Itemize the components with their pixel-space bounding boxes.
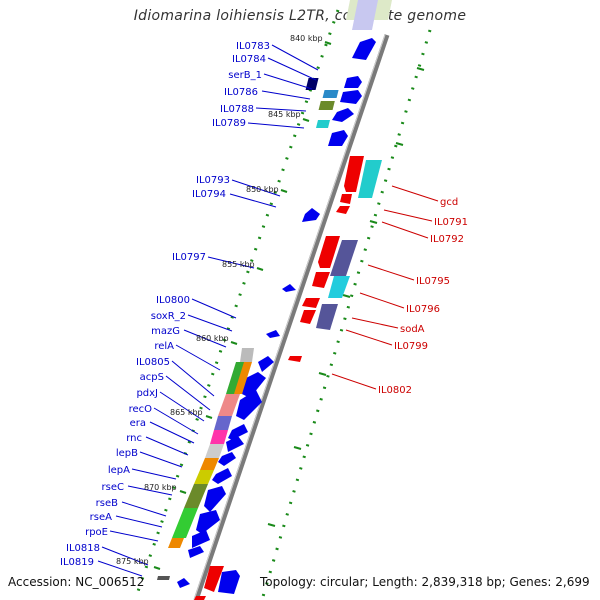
gene-label: rseA [90,512,112,523]
gene-label: mazG [151,326,180,337]
gene-label: IL0795 [416,276,450,287]
gene-label: IL0818 [66,543,100,554]
forward-genes [177,38,376,594]
gene-label: IL0794 [192,189,226,200]
gene-label: acpS [140,372,164,383]
gene-label: recO [129,404,153,415]
gene-serB [305,78,319,90]
kbp-label-865: 865 kbp [170,408,203,417]
gene-label: soxR_2 [151,311,186,322]
kbp-label-855: 855 kbp [222,260,255,269]
gene-label: IL0793 [196,175,230,186]
kbp-label-870: 870 kbp [144,483,177,492]
gene-label: rnc [126,433,142,444]
kbp-label-860: 860 kbp [196,334,229,343]
gene-label: IL0792 [430,234,464,245]
gene-label: lepA [108,465,130,476]
gene-label: sodA [400,324,425,335]
kbp-label-840: 840 kbp [290,34,323,43]
gene-label: era [130,418,146,429]
gene-IL0788 [318,101,335,110]
operon-colored-blocks [157,348,254,580]
gene-label: IL0802 [378,385,412,396]
gene-label: IL0797 [172,252,206,263]
reverse-genes [194,156,382,600]
leader-lines-right [331,185,439,390]
kbp-label-875: 875 kbp [116,557,149,566]
gene-label: serB_1 [228,70,262,81]
gene-label: IL0805 [136,357,170,368]
genome-backbone [193,34,390,600]
topology-label: Topology: circular; Length: 2,839,318 bp… [260,575,590,589]
kbp-ticks [153,41,332,570]
gene-label: IL0786 [224,87,258,98]
gene-label: IL0784 [232,54,266,65]
right-gene-labels: gcd IL0791 IL0792 IL0795 IL0796 sodA IL0… [378,197,468,396]
kbp-labels: 840 kbp 845 kbp 850 kbp 855 kbp 860 kbp … [116,34,323,566]
gene-label: rseC [102,482,124,493]
gene-label: relA [154,341,174,352]
gene-label: IL0783 [236,41,270,52]
gene-label: pdxJ [136,388,158,399]
gene-label: IL0800 [156,295,190,306]
gene-label: IL0796 [406,304,440,315]
gene-block-top-2 [352,0,378,30]
genome-backbone-highlight [193,34,386,600]
gene-label: rpoE [85,527,108,538]
accession-label: Accession: NC_006512 [8,575,145,589]
gene-label: IL0788 [220,104,254,115]
gene-IL0789 [316,120,330,128]
kbp-label-845: 845 kbp [268,110,301,119]
gene-label: IL0791 [434,217,468,228]
gene-label: IL0799 [394,341,428,352]
gene-IL0786 [322,90,339,98]
gc-marks-right [267,67,425,527]
gene-label: rseB [96,498,118,509]
gene-label: gcd [440,197,458,208]
gene-label: IL0819 [60,557,94,568]
leader-lines-left [97,44,319,577]
gene-label: IL0789 [212,118,246,129]
left-gene-labels: IL0783 IL0784 serB_1 IL0786 IL0788 IL078… [60,41,270,568]
kbp-label-850: 850 kbp [246,185,279,194]
gene-label: lepB [116,448,138,459]
